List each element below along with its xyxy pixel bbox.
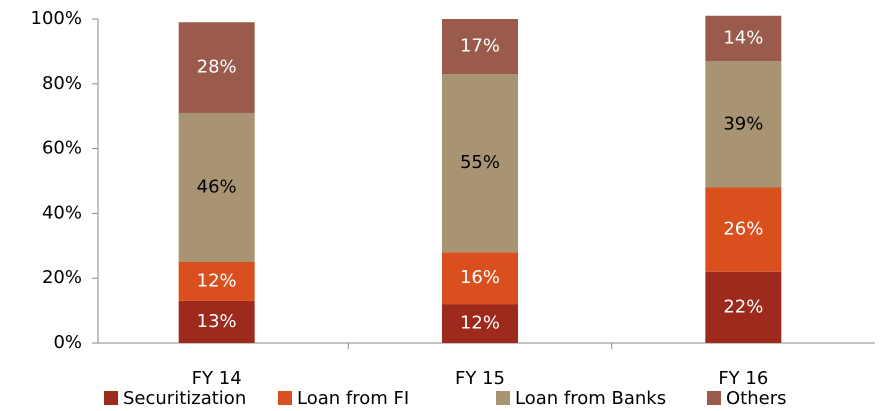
legend-swatch — [707, 391, 721, 405]
y-tick-label: 0% — [53, 332, 82, 353]
data-label: 17% — [460, 36, 500, 57]
x-tick-label: FY 15 — [455, 368, 505, 389]
data-label: 13% — [197, 311, 237, 332]
legend-label: Others — [726, 388, 787, 409]
legend-label: Loan from Banks — [515, 388, 666, 409]
y-tick-label: 20% — [42, 267, 82, 288]
bar-segment — [705, 61, 782, 188]
x-tick-label: FY 14 — [192, 368, 242, 389]
data-label: 12% — [460, 313, 500, 334]
legend-swatch — [496, 391, 510, 405]
legend-swatch — [104, 391, 118, 405]
y-tick-label: 80% — [42, 73, 82, 94]
bar-segment — [442, 252, 518, 305]
x-tick-label: FY 16 — [718, 368, 768, 389]
data-label: 39% — [723, 113, 763, 134]
data-label: 22% — [723, 296, 763, 317]
data-label: 26% — [723, 219, 763, 240]
bar-segment — [178, 300, 255, 343]
bar-segment — [705, 187, 782, 272]
data-label: 14% — [723, 27, 763, 48]
legend-swatch — [278, 391, 292, 405]
bar-segment — [442, 19, 518, 75]
data-label: 12% — [197, 270, 237, 291]
bar-segment — [705, 271, 782, 343]
bar-segment — [178, 112, 255, 263]
y-tick-label: 60% — [42, 138, 82, 159]
y-tick-label: 40% — [42, 202, 82, 223]
bar-segment — [178, 262, 255, 301]
legend-label: Loan from FI — [297, 388, 409, 409]
data-label: 28% — [197, 57, 237, 78]
bar-segment — [705, 15, 782, 62]
data-label: 16% — [460, 267, 500, 288]
data-label: 55% — [460, 152, 500, 173]
bar-segment — [442, 304, 518, 343]
legend-label: Securitization — [123, 388, 246, 409]
y-tick-label: 100% — [31, 8, 82, 29]
bar-segment — [442, 74, 518, 253]
bar-segment — [178, 22, 255, 113]
data-label: 46% — [197, 176, 237, 197]
